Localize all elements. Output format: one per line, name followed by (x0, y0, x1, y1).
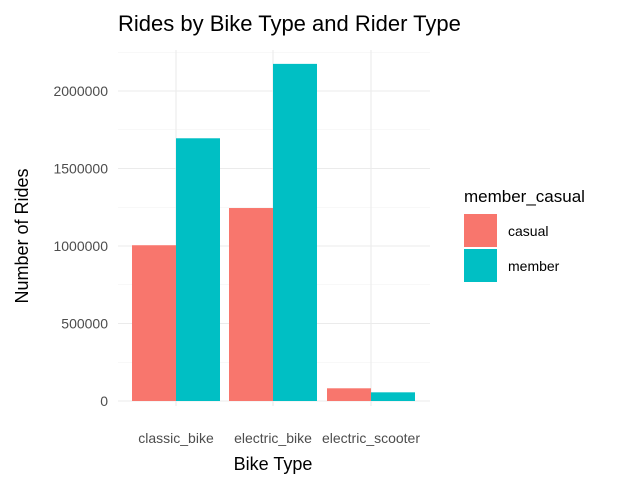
y-tick-label: 2000000 (53, 83, 108, 99)
legend-label-member: member (508, 258, 560, 274)
y-axis-ticks: 0 500000 1000000 1500000 2000000 (53, 83, 108, 409)
legend-key-member (464, 249, 497, 282)
bar-casual-electric_scooter (327, 388, 371, 401)
bar-casual-classic_bike (132, 245, 176, 401)
y-axis-title: Number of Rides (12, 168, 32, 303)
bar-casual-electric_bike (229, 208, 273, 401)
x-tick-label: electric_bike (234, 430, 312, 446)
x-axis-title: Bike Type (234, 454, 313, 474)
chart-title: Rides by Bike Type and Rider Type (118, 11, 461, 36)
y-tick-label: 0 (100, 393, 108, 409)
legend-items: casual member (464, 214, 560, 282)
x-tick-label: electric_scooter (322, 430, 420, 446)
bar-member-electric_scooter (371, 392, 415, 401)
y-tick-label: 500000 (61, 316, 108, 332)
bar-member-electric_bike (273, 63, 317, 401)
y-tick-label: 1000000 (53, 238, 108, 254)
legend-label-casual: casual (508, 223, 548, 239)
x-tick-label: classic_bike (138, 430, 214, 446)
legend: member_casual casual member (464, 187, 585, 282)
legend-key-casual (464, 214, 497, 247)
legend-title: member_casual (464, 187, 585, 206)
bars (132, 63, 415, 401)
bar-member-classic_bike (176, 138, 220, 401)
y-tick-label: 1500000 (53, 161, 108, 177)
x-axis-ticks: classic_bike electric_bike electric_scoote… (138, 430, 420, 446)
